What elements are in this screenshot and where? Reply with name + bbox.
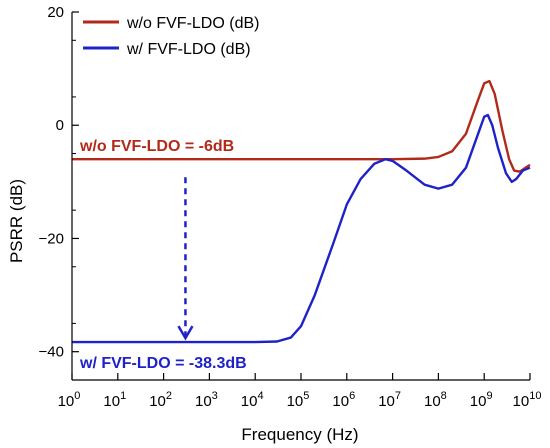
annotation-without-fvf-ldo: w/o FVF-LDO = -6dB xyxy=(79,138,234,155)
x-tick-label-2: 102 xyxy=(149,390,172,410)
y-axis-title: PSRR (dB) xyxy=(7,179,26,263)
axes: 20 0 −20 −40 100 101 102 103 104 105 106 107 108 109 1… xyxy=(39,4,542,410)
x-tick-label-9: 109 xyxy=(470,390,493,410)
annotations-layer: w/o FVF-LDO = -6dB w/ FVF-LDO = -38.3dB xyxy=(79,138,247,372)
legend-label-with-fvf-ldo: w/ FVF-LDO (dB) xyxy=(126,41,251,58)
x-tick-label-10: 1010 xyxy=(513,390,542,410)
x-tick-label-6: 106 xyxy=(332,390,355,410)
x-tick-label-5: 105 xyxy=(287,390,310,410)
x-tick-label-1: 101 xyxy=(103,390,126,410)
plot-area xyxy=(72,79,531,344)
arrow-head xyxy=(177,325,194,341)
legend-label-without-fvf-ldo: w/o FVF-LDO (dB) xyxy=(126,15,259,32)
annotation-with-fvf-ldo: w/ FVF-LDO = -38.3dB xyxy=(79,355,247,372)
y-tick-label-1: 0 xyxy=(56,117,64,134)
y-tick-label-3: −40 xyxy=(39,344,64,361)
series-line-0 xyxy=(72,79,531,173)
y-tick-label-2: −20 xyxy=(39,230,64,247)
x-tick-label-4: 104 xyxy=(241,390,264,410)
y-tick-label-0: 20 xyxy=(47,4,64,21)
series-line-1 xyxy=(72,113,531,344)
x-axis-title: Frequency (Hz) xyxy=(241,425,358,444)
x-tick-label-3: 103 xyxy=(195,390,218,410)
legend: w/o FVF-LDO (dB) w/ FVF-LDO (dB) xyxy=(74,6,282,64)
legend-background xyxy=(74,6,282,64)
x-tick-label-0: 100 xyxy=(58,390,81,410)
x-tick-label-7: 107 xyxy=(378,390,401,410)
x-tick-label-8: 108 xyxy=(424,390,447,410)
